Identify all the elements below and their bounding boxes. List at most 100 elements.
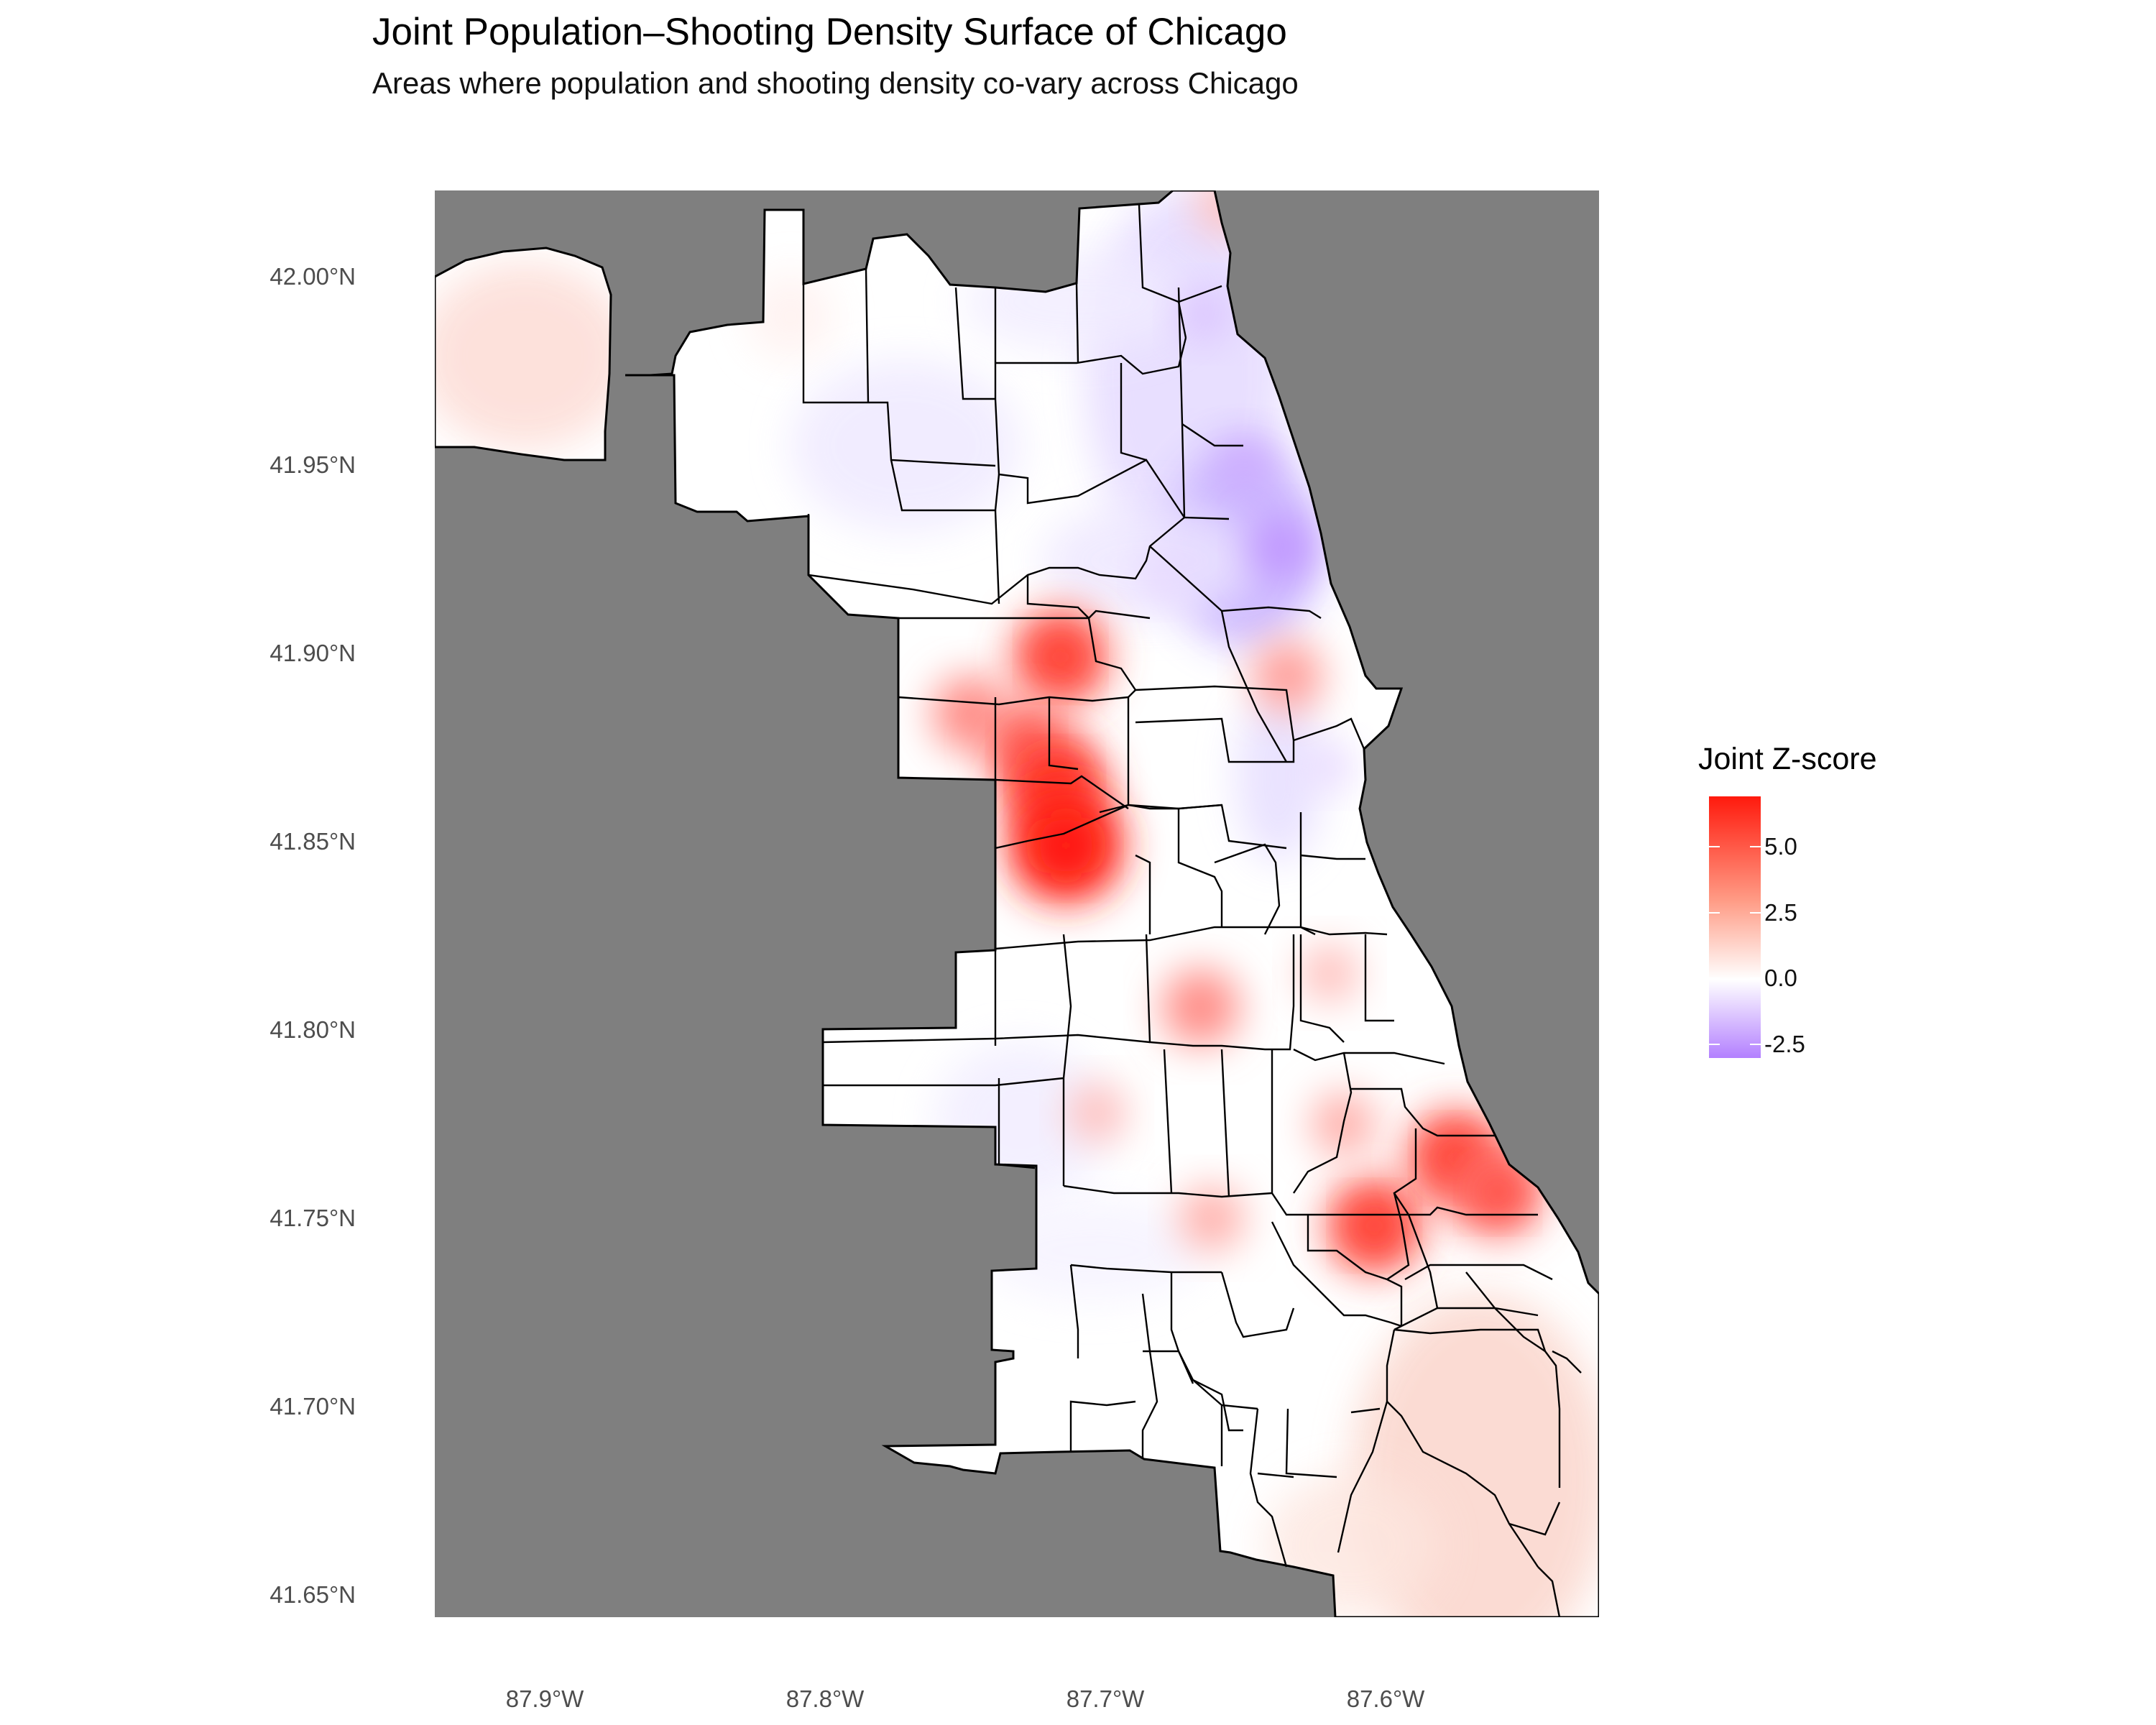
community-boundary-line bbox=[1048, 697, 1079, 770]
community-boundary-line bbox=[995, 804, 1222, 850]
community-boundary-line bbox=[1163, 1049, 1173, 1194]
lat-label-41-75: 41.75°N bbox=[270, 1205, 356, 1231]
community-boundary-line bbox=[1293, 1052, 1353, 1194]
coldspot bbox=[1307, 744, 1352, 789]
lat-label-41-90: 41.90°N bbox=[270, 640, 356, 666]
community-boundary-line bbox=[1386, 1192, 1410, 1280]
community-boundary-line bbox=[1552, 1350, 1582, 1374]
community-boundary-line bbox=[807, 514, 1185, 605]
legend-title: Joint Z-score bbox=[1698, 742, 1877, 776]
lat-label-42-00: 42.00°N bbox=[270, 263, 356, 290]
lon-label-87-8: 87.8°W bbox=[786, 1685, 865, 1712]
community-boundary-line bbox=[1508, 1501, 1561, 1536]
surface-tint bbox=[791, 359, 1021, 532]
city-outline bbox=[435, 190, 1599, 1617]
community-boundary-line bbox=[1069, 1400, 1136, 1452]
hotspot bbox=[1252, 640, 1323, 712]
community-boundary-line bbox=[1063, 1184, 1273, 1198]
community-boundary-line bbox=[1300, 926, 1388, 936]
hotspot-core bbox=[1037, 816, 1095, 875]
coldspot bbox=[1217, 436, 1274, 494]
hotspot-core bbox=[1350, 1201, 1399, 1250]
community-boundary-line bbox=[823, 1077, 1064, 1087]
community-boundary-line bbox=[1069, 1264, 1079, 1358]
legend-label-0: 0.0 bbox=[1764, 965, 1797, 991]
lon-label-87-9: 87.9°W bbox=[505, 1685, 584, 1712]
community-boundary-line bbox=[898, 617, 1137, 814]
community-boundary-line bbox=[1120, 363, 1147, 461]
community-boundary-line bbox=[865, 268, 870, 403]
community-boundary-line bbox=[1393, 1328, 1561, 1488]
community-boundary-line bbox=[1271, 1192, 1308, 1216]
hotspot-core bbox=[1036, 632, 1085, 681]
lat-label-41-80: 41.80°N bbox=[270, 1016, 356, 1043]
lat-label-41-85: 41.85°N bbox=[270, 828, 356, 855]
lat-label-41-95: 41.95°N bbox=[270, 451, 356, 478]
community-boundary-line bbox=[1149, 546, 1288, 763]
coldspot bbox=[1178, 288, 1229, 340]
community-boundary-line bbox=[1181, 423, 1243, 447]
community-boundary-line bbox=[1141, 1293, 1158, 1459]
community-boundary-line bbox=[994, 697, 1129, 809]
community-boundary-line bbox=[1220, 1271, 1295, 1338]
community-boundary-line bbox=[1537, 1566, 1561, 1617]
community-boundary-line bbox=[1364, 934, 1394, 1022]
community-boundary-line bbox=[1143, 1350, 1194, 1384]
community-boundary-line bbox=[802, 284, 996, 467]
community-boundary-line bbox=[1285, 1408, 1337, 1478]
community-boundary-line bbox=[1145, 934, 1295, 1051]
community-boundary-line bbox=[1393, 1128, 1538, 1216]
lat-label-41-70: 41.70°N bbox=[270, 1393, 356, 1420]
community-boundary-line bbox=[1070, 1264, 1222, 1274]
map-title: Joint Population–Shooting Density Surfac… bbox=[372, 11, 1287, 53]
surface-tint bbox=[435, 262, 632, 449]
legend-colorbar bbox=[1709, 796, 1761, 1058]
community-boundary-line bbox=[1075, 282, 1079, 364]
community-boundary-line bbox=[1337, 1329, 1396, 1553]
community-boundary-line bbox=[1249, 1408, 1288, 1568]
community-boundary-line bbox=[1307, 1215, 1403, 1326]
map-subtitle: Areas where population and shooting dens… bbox=[372, 66, 1299, 100]
community-boundary-line bbox=[1214, 843, 1281, 935]
community-boundary-line bbox=[1221, 606, 1322, 620]
hotspot bbox=[1179, 1186, 1244, 1251]
coldspot bbox=[1250, 515, 1314, 580]
community-boundary-line bbox=[1299, 934, 1345, 1043]
community-boundary-line bbox=[1386, 1401, 1539, 1568]
community-boundary-line bbox=[1135, 685, 1295, 763]
community-boundary-line bbox=[1177, 287, 1230, 520]
community-boundary-line bbox=[1177, 809, 1223, 927]
hotspot bbox=[1068, 1084, 1126, 1142]
community-boundary-line bbox=[1062, 934, 1072, 1186]
community-boundary-line bbox=[890, 459, 1000, 512]
community-boundary-line bbox=[1135, 717, 1286, 763]
community-boundary-line bbox=[954, 287, 995, 400]
community-boundary-line bbox=[1138, 204, 1187, 339]
surface-tint bbox=[1236, 690, 1322, 862]
hotspot-core bbox=[1475, 1169, 1521, 1215]
legend-label-2-5: 2.5 bbox=[1764, 899, 1797, 926]
hotspot bbox=[1162, 969, 1240, 1046]
community-boundary-line bbox=[1465, 1271, 1546, 1352]
hotspot bbox=[1301, 944, 1358, 1003]
community-boundary-line bbox=[1026, 575, 1151, 620]
community-boundary-line bbox=[1135, 854, 1151, 934]
community-boundary-line bbox=[1271, 1221, 1402, 1328]
community-boundary-line bbox=[1220, 1049, 1230, 1197]
community-boundary-line bbox=[822, 1034, 1151, 1044]
community-boundary-line bbox=[994, 510, 1000, 604]
community-area-boundaries bbox=[802, 204, 1582, 1617]
community-boundary-line bbox=[1257, 1472, 1294, 1478]
community-boundary-line bbox=[1293, 717, 1365, 750]
community-boundary-line bbox=[1404, 1264, 1553, 1281]
community-boundary-line bbox=[1351, 1087, 1495, 1137]
community-boundary-line bbox=[1300, 854, 1365, 860]
surface-tint bbox=[747, 273, 834, 359]
community-boundary-line bbox=[1350, 1407, 1381, 1414]
lat-label-41-65: 41.65°N bbox=[270, 1581, 356, 1608]
lon-label-87-6: 87.6°W bbox=[1346, 1685, 1425, 1712]
legend-label-neg-2-5: -2.5 bbox=[1764, 1031, 1805, 1057]
community-boundary-line bbox=[1393, 1214, 1439, 1331]
legend-label-5: 5.0 bbox=[1764, 833, 1797, 860]
